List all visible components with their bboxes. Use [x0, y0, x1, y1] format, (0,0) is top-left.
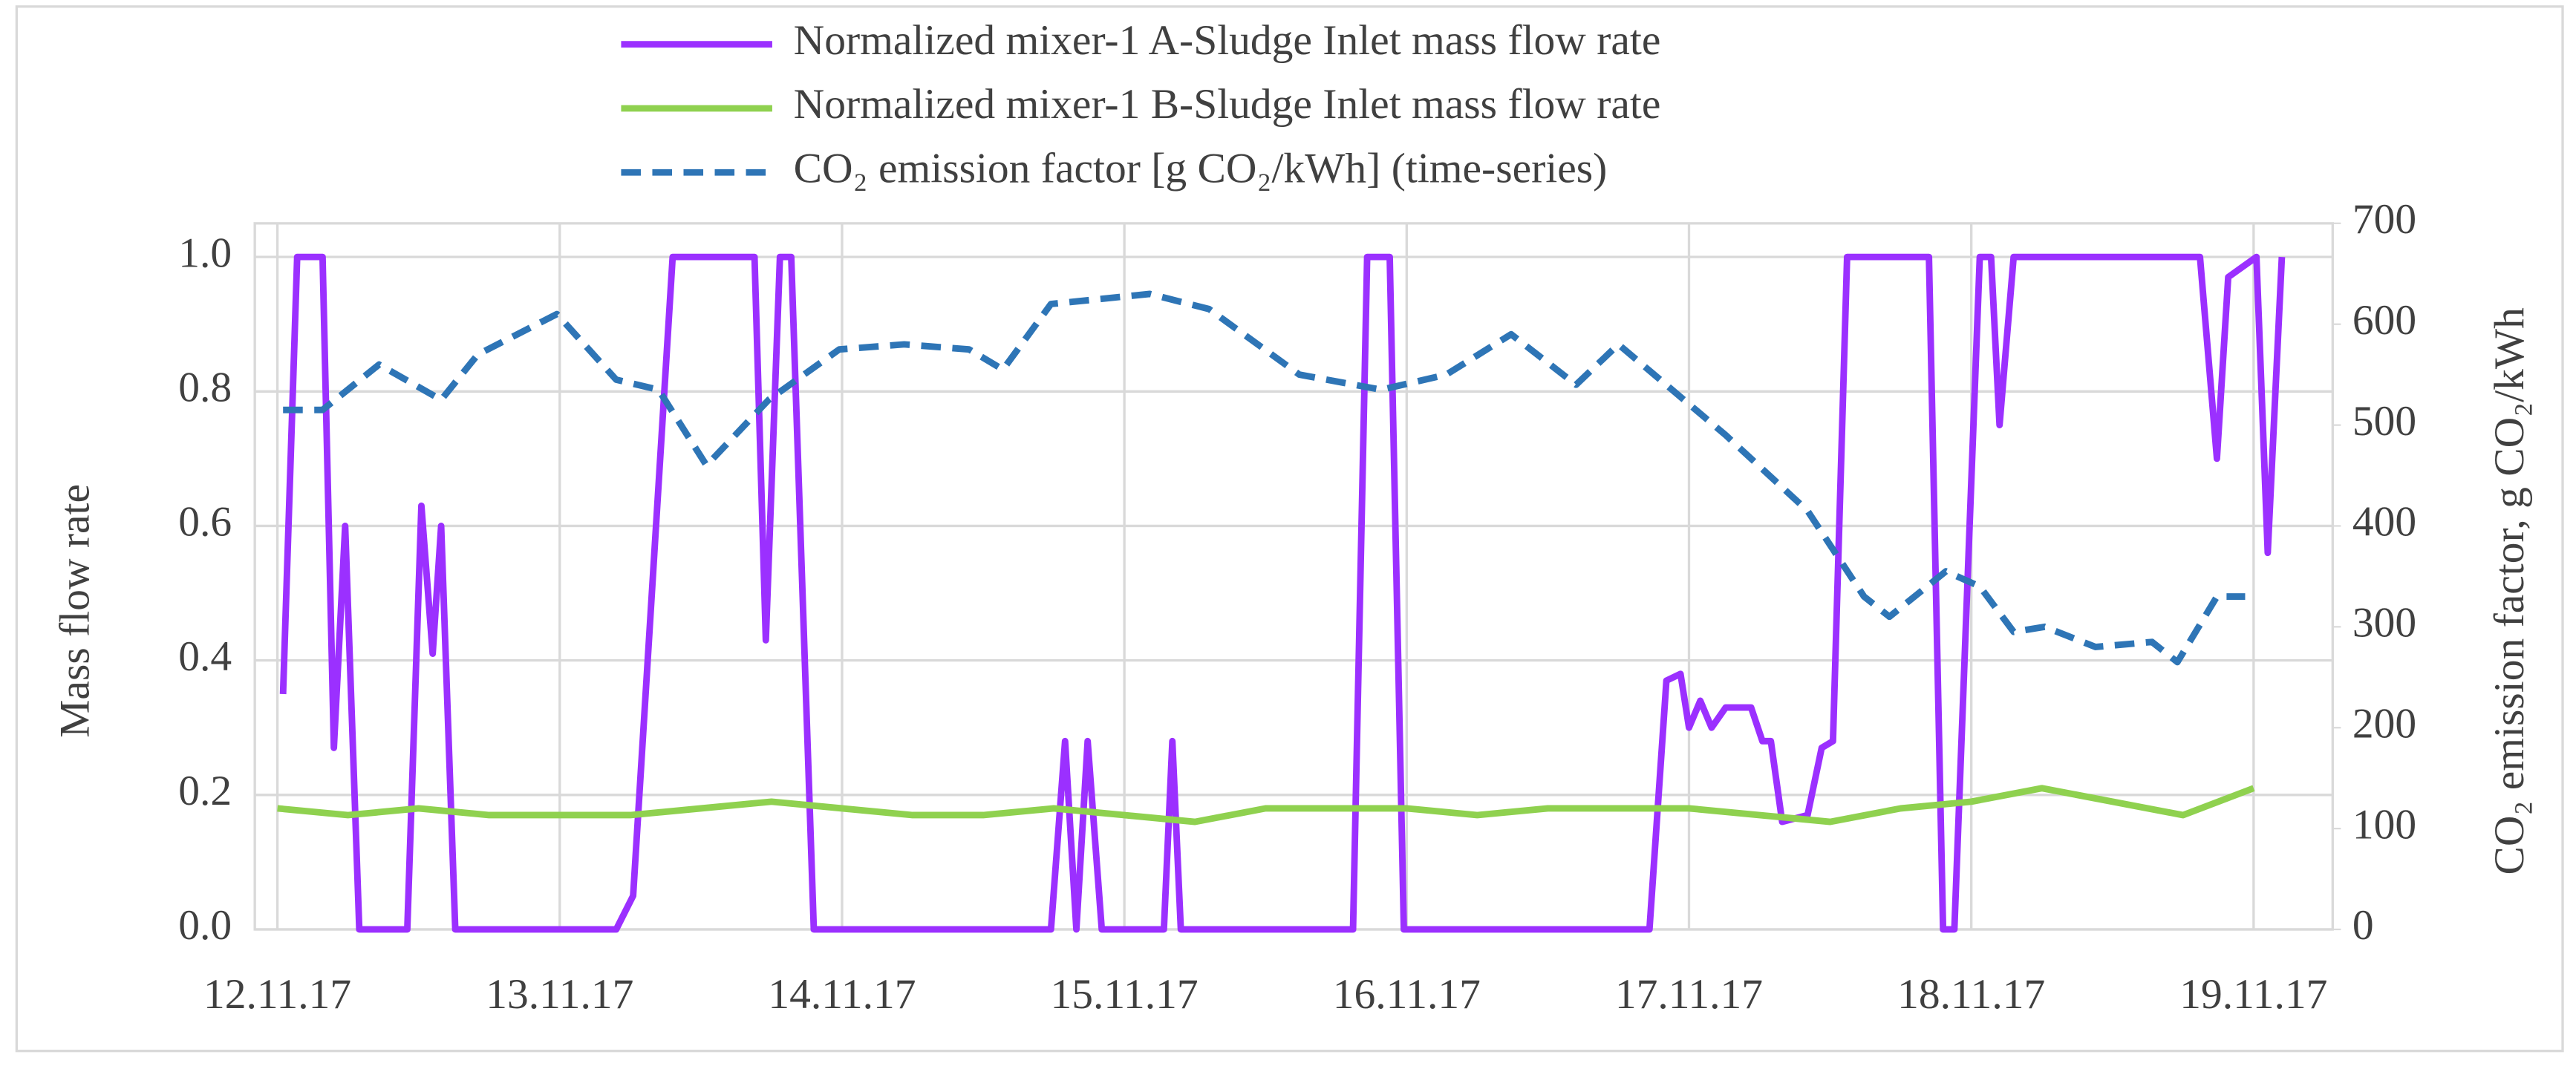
x-tick-label: 18.11.17 [1897, 971, 2045, 1018]
y-tick-label: 0.6 [178, 499, 232, 546]
x-tick-label: 12.11.17 [203, 971, 351, 1018]
series-line [283, 290, 2246, 666]
y2-tick-label: 400 [2352, 499, 2416, 546]
legend-label: CO₂ emission factor [g CO₂/kWh] (time-se… [794, 145, 1608, 192]
x-tick-label: 15.11.17 [1051, 971, 1199, 1018]
y-tick-label: 0.4 [178, 633, 232, 680]
y-tick-label: 0.0 [178, 902, 232, 949]
y-tick-label: 0.8 [178, 364, 232, 411]
x-tick-label: 13.11.17 [486, 971, 633, 1018]
x-tick-label: 14.11.17 [768, 971, 916, 1018]
y2-tick-label: 700 [2352, 196, 2416, 243]
y2-tick-label: 100 [2352, 801, 2416, 848]
y2-tick-label: 600 [2352, 297, 2416, 344]
series-line [279, 253, 2286, 933]
y2-tick-label: 0 [2352, 902, 2374, 949]
y-tick-label: 0.2 [178, 768, 232, 814]
y2-axis-title: CO₂ emission factor, g CO₂/kWh [2486, 307, 2533, 875]
x-tick-label: 17.11.17 [1615, 971, 1763, 1018]
series-line [277, 785, 2255, 826]
y-tick-label: 1.0 [178, 229, 232, 276]
y-axis-title: Mass flow rate [52, 484, 99, 738]
legend-label: Normalized mixer-1 B-Sludge Inlet mass f… [794, 81, 1661, 128]
y2-tick-label: 300 [2352, 600, 2416, 647]
x-tick-label: 16.11.17 [1333, 971, 1481, 1018]
x-tick-label: 19.11.17 [2179, 971, 2327, 1018]
y2-tick-label: 200 [2352, 700, 2416, 747]
legend-label: Normalized mixer-1 A-Sludge Inlet mass f… [794, 17, 1661, 64]
y2-tick-label: 500 [2352, 398, 2416, 445]
